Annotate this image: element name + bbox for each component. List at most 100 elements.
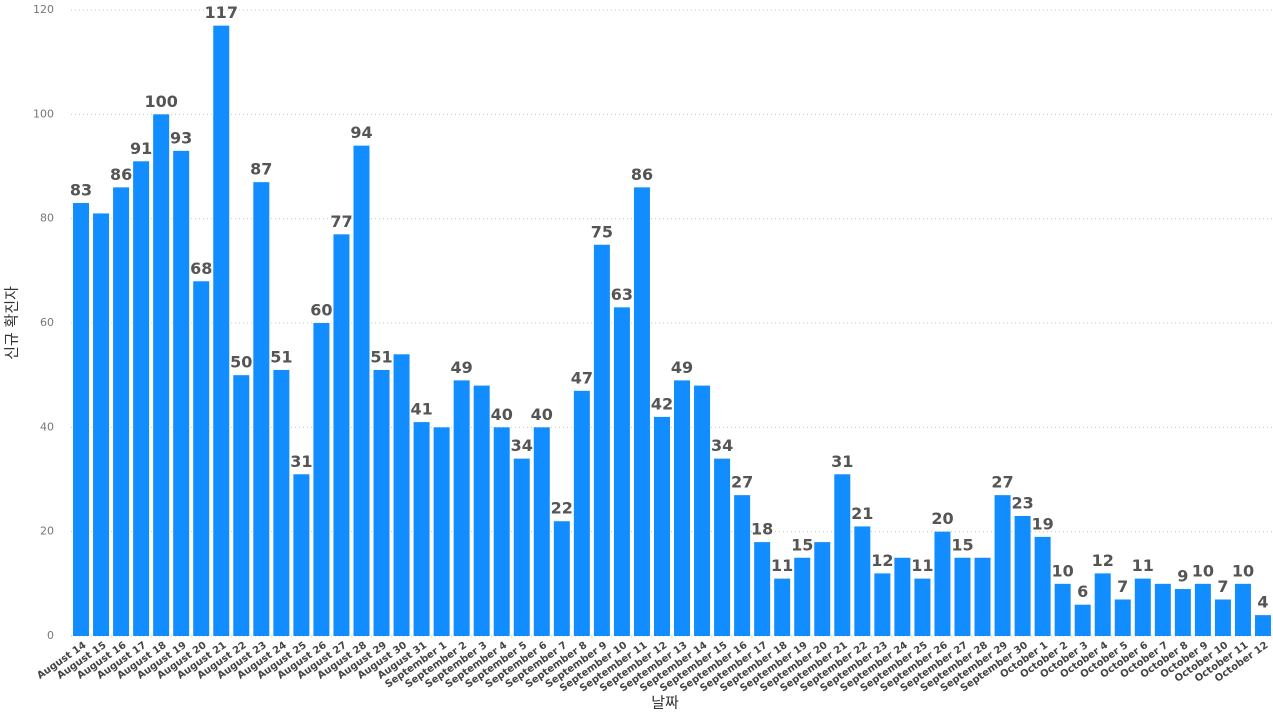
y-tick-label: 120 (33, 3, 54, 16)
bar (1034, 536, 1051, 636)
bar (313, 323, 330, 636)
bar (814, 542, 831, 636)
bar (433, 427, 450, 636)
bar (133, 161, 150, 637)
bar (473, 385, 490, 636)
bar (1234, 583, 1251, 636)
data-label: 31 (290, 452, 312, 471)
data-label: 7 (1117, 577, 1128, 596)
data-label: 75 (591, 222, 613, 241)
data-label: 49 (671, 358, 693, 377)
bar (173, 150, 190, 636)
bar (694, 385, 711, 636)
data-label: 12 (871, 551, 893, 570)
data-label: 49 (451, 358, 473, 377)
data-label: 86 (631, 165, 653, 184)
data-label: 86 (110, 165, 132, 184)
bar (1014, 516, 1031, 636)
data-label: 9 (1177, 567, 1188, 586)
bar (874, 573, 891, 636)
y-tick-label: 100 (33, 107, 54, 120)
bar (233, 375, 250, 636)
bar (453, 380, 470, 636)
bar (613, 307, 630, 636)
bar (93, 213, 110, 636)
bar (113, 187, 130, 636)
bar (653, 416, 670, 636)
data-label: 10 (1232, 561, 1254, 580)
bar (493, 427, 510, 636)
bar (914, 578, 931, 636)
bar (273, 369, 290, 636)
data-label: 10 (1052, 561, 1074, 580)
bar (293, 474, 310, 636)
data-label: 93 (170, 128, 192, 147)
bar (393, 354, 410, 636)
bar (834, 474, 851, 636)
bar (1114, 599, 1131, 636)
data-label: 31 (831, 452, 853, 471)
data-label: 77 (330, 212, 352, 231)
data-label: 51 (270, 347, 292, 366)
data-label: 68 (190, 259, 212, 278)
data-label: 34 (711, 436, 733, 455)
y-tick-label: 0 (47, 629, 54, 642)
data-label: 27 (731, 473, 753, 492)
data-label: 27 (991, 473, 1013, 492)
data-label: 15 (951, 535, 973, 554)
bar (954, 557, 971, 636)
bar (994, 495, 1011, 636)
data-label: 40 (491, 405, 513, 424)
bar (1154, 583, 1171, 636)
bar (934, 531, 951, 636)
data-label: 47 (571, 368, 593, 387)
data-label: 50 (230, 353, 252, 372)
data-label: 11 (1132, 556, 1154, 575)
bar (253, 182, 270, 636)
data-label: 22 (551, 499, 573, 518)
data-label: 63 (611, 285, 633, 304)
y-axis-label: 신규 확진자 (3, 286, 21, 360)
bar (1174, 589, 1191, 636)
y-tick-label: 20 (40, 525, 54, 538)
data-label: 60 (310, 301, 332, 320)
data-label: 94 (350, 123, 372, 142)
data-label: 20 (931, 509, 953, 528)
bar (894, 557, 911, 636)
bar (974, 557, 991, 636)
bar (333, 234, 350, 637)
bar (373, 369, 390, 636)
data-label: 11 (911, 556, 933, 575)
bar (1194, 583, 1211, 636)
data-label: 12 (1092, 551, 1114, 570)
bar (794, 557, 811, 636)
data-label: 41 (410, 400, 432, 419)
bar (1054, 583, 1071, 636)
data-label: 83 (70, 181, 92, 200)
x-axis-label: 날짜 (651, 694, 679, 712)
data-label: 6 (1077, 582, 1088, 601)
data-label: 18 (751, 520, 773, 539)
bar (573, 390, 590, 636)
bar (1254, 615, 1271, 636)
data-label: 15 (791, 535, 813, 554)
bar (1094, 573, 1111, 636)
data-label: 21 (851, 504, 873, 523)
y-tick-label: 60 (40, 316, 54, 329)
bar (593, 244, 610, 636)
bar (353, 145, 370, 636)
bar (553, 521, 570, 636)
bar (413, 422, 430, 636)
bar (774, 578, 791, 636)
bar (754, 542, 771, 636)
bar (734, 495, 751, 636)
bar (533, 427, 550, 636)
data-label: 34 (511, 436, 533, 455)
bar (1214, 599, 1231, 636)
data-label: 87 (250, 160, 272, 179)
bar (153, 114, 170, 637)
bar (854, 526, 871, 636)
bar (674, 380, 691, 636)
data-label: 91 (130, 139, 152, 158)
